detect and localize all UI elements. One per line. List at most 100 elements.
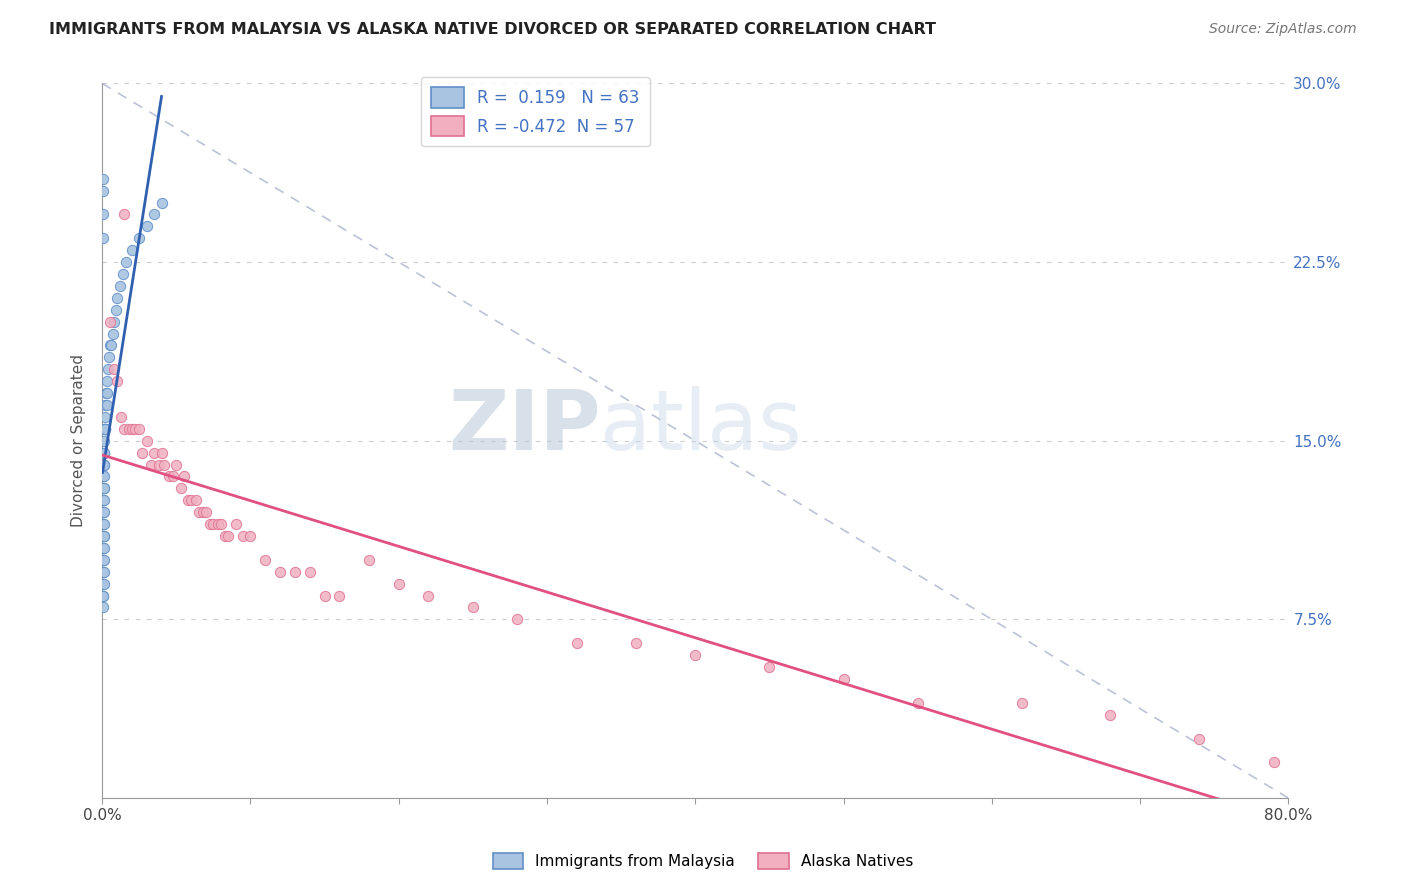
Point <box>180 493 202 508</box>
Point <box>91 231 114 245</box>
Point <box>93 529 115 543</box>
Point <box>128 231 150 245</box>
Point <box>328 589 350 603</box>
Point <box>100 338 122 352</box>
Point <box>128 422 150 436</box>
Point <box>162 469 184 483</box>
Point <box>1188 731 1211 746</box>
Point <box>93 422 115 436</box>
Point <box>108 279 131 293</box>
Point <box>93 482 115 496</box>
Point <box>103 362 125 376</box>
Point <box>96 398 118 412</box>
Point <box>105 291 128 305</box>
Point <box>91 553 114 567</box>
Point <box>93 445 115 459</box>
Point <box>1263 756 1285 770</box>
Point <box>94 398 117 412</box>
Point <box>98 315 121 329</box>
Point <box>195 505 218 519</box>
Point <box>115 255 138 269</box>
Point <box>93 493 115 508</box>
Point <box>93 576 115 591</box>
Point <box>314 589 336 603</box>
Point <box>93 493 115 508</box>
Text: atlas: atlas <box>600 386 803 467</box>
Point <box>91 600 114 615</box>
Point <box>121 422 143 436</box>
Point <box>207 517 229 532</box>
Point <box>191 505 214 519</box>
Point <box>93 505 115 519</box>
Point <box>94 386 117 401</box>
Point <box>143 445 166 459</box>
Point <box>284 565 307 579</box>
Point <box>359 553 381 567</box>
Point <box>91 493 114 508</box>
Point <box>388 576 411 591</box>
Point <box>91 482 114 496</box>
Point <box>135 219 157 234</box>
Point <box>91 576 114 591</box>
Point <box>177 493 200 508</box>
Point <box>150 195 173 210</box>
Point <box>110 409 132 424</box>
Point <box>418 589 440 603</box>
Point <box>93 517 115 532</box>
Point <box>96 386 118 401</box>
Point <box>165 458 187 472</box>
Point <box>93 517 115 532</box>
Point <box>170 482 193 496</box>
Point <box>139 458 162 472</box>
Point <box>214 529 236 543</box>
Point <box>91 505 114 519</box>
Point <box>209 517 232 532</box>
Point <box>93 445 115 459</box>
Point <box>1011 696 1033 710</box>
Point <box>157 469 180 483</box>
Point <box>94 422 117 436</box>
Point <box>907 696 929 710</box>
Point <box>103 315 125 329</box>
Text: Source: ZipAtlas.com: Source: ZipAtlas.com <box>1209 22 1357 37</box>
Point <box>91 529 114 543</box>
Point <box>114 207 136 221</box>
Point <box>96 374 118 388</box>
Point <box>91 553 114 567</box>
Point <box>91 541 114 555</box>
Point <box>91 589 114 603</box>
Point <box>93 422 115 436</box>
Point <box>131 445 153 459</box>
Point <box>91 207 114 221</box>
Point <box>298 565 321 579</box>
Point <box>153 458 176 472</box>
Point <box>565 636 588 650</box>
Point <box>685 648 707 662</box>
Point <box>105 374 128 388</box>
Point <box>91 565 114 579</box>
Point <box>94 409 117 424</box>
Point <box>91 565 114 579</box>
Point <box>104 302 127 317</box>
Point <box>173 469 195 483</box>
Point <box>91 517 114 532</box>
Y-axis label: Divorced or Separated: Divorced or Separated <box>72 354 86 527</box>
Point <box>91 589 114 603</box>
Point <box>217 529 239 543</box>
Point <box>97 362 120 376</box>
Point <box>124 422 146 436</box>
Point <box>91 469 114 483</box>
Point <box>118 422 141 436</box>
Point <box>93 458 115 472</box>
Point <box>239 529 262 543</box>
Point <box>187 505 209 519</box>
Point <box>111 267 134 281</box>
Point <box>148 458 170 472</box>
Point <box>150 445 173 459</box>
Point <box>91 184 114 198</box>
Point <box>202 517 225 532</box>
Point <box>624 636 647 650</box>
Point <box>93 505 115 519</box>
Point <box>184 493 207 508</box>
Point <box>254 553 277 567</box>
